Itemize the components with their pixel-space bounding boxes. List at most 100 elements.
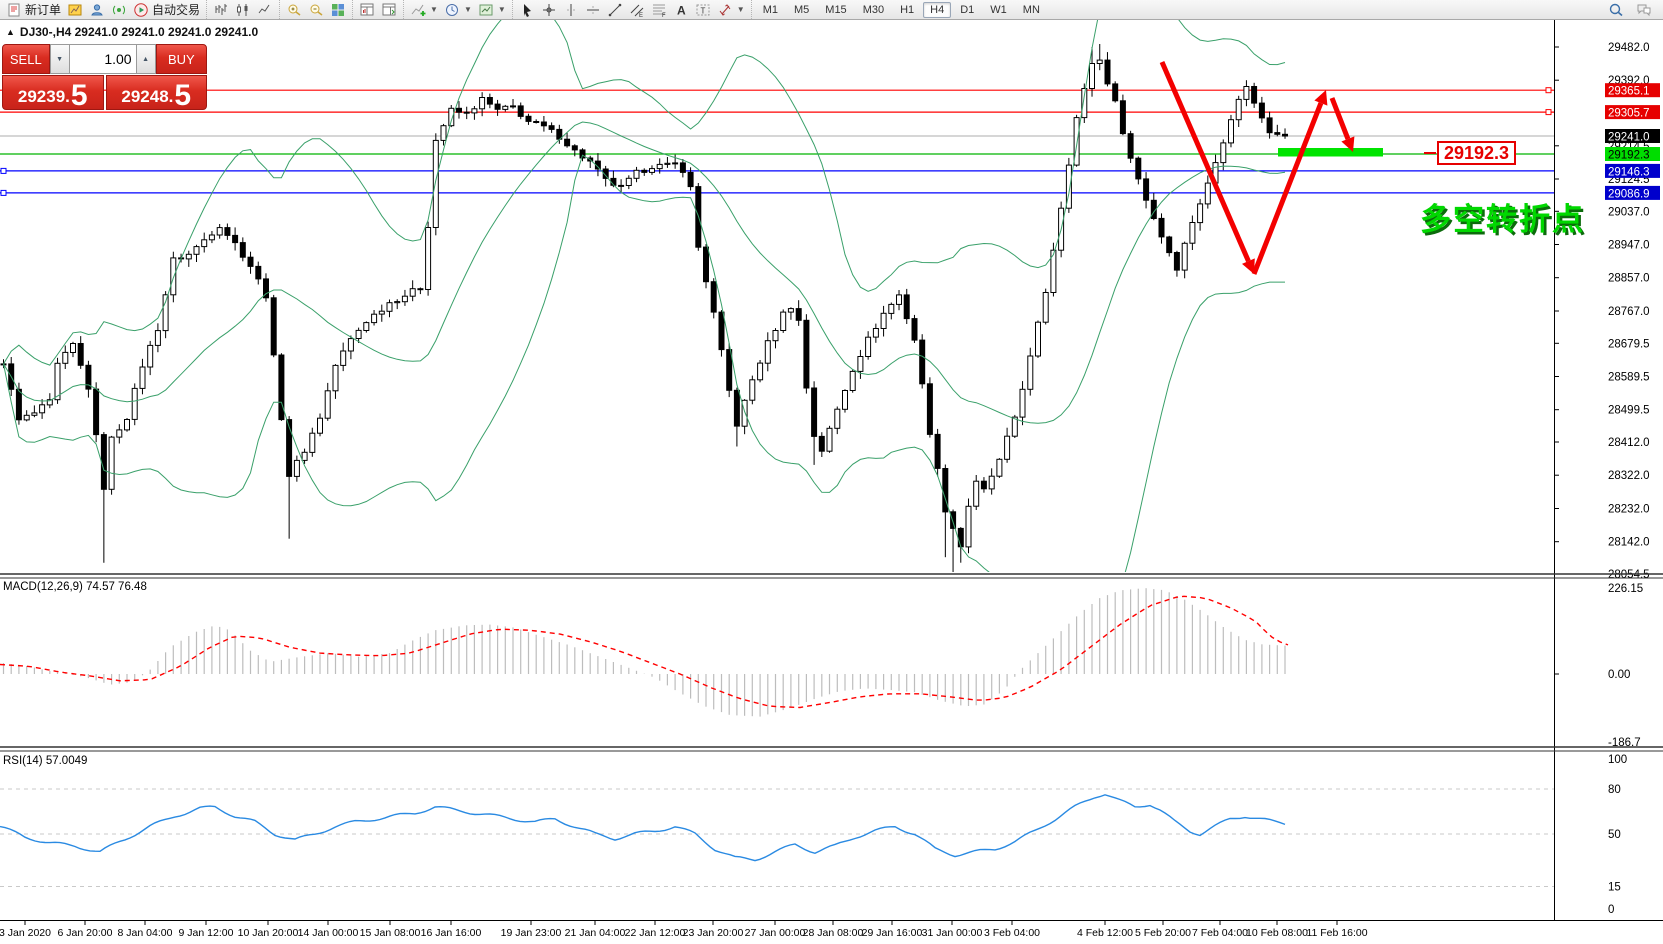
vline-icon: [566, 3, 575, 16]
svg-text:28232.0: 28232.0: [1608, 504, 1650, 516]
text-button[interactable]: A: [670, 1, 692, 19]
svg-text:0: 0: [1608, 904, 1614, 916]
bars-chart-button[interactable]: [210, 1, 232, 19]
timeframe-m5-button[interactable]: M5: [794, 3, 810, 16]
price-level-label[interactable]: 29192.3: [1437, 141, 1517, 165]
svg-text:29482.0: 29482.0: [1608, 42, 1650, 54]
timeframe-m1-button[interactable]: M1: [762, 3, 778, 16]
svg-text:10 Feb 08:00: 10 Feb 08:00: [1246, 927, 1308, 939]
svg-text:29 Jan 16:00: 29 Jan 16:00: [862, 927, 923, 939]
svg-text:E: E: [639, 13, 643, 18]
vertical-line-button[interactable]: [560, 1, 582, 19]
market-watch-button[interactable]: [86, 1, 108, 19]
svg-text:4 Feb 12:00: 4 Feb 12:00: [1077, 927, 1133, 939]
svg-text:0.00: 0.00: [1608, 669, 1630, 681]
signal-icon: [113, 5, 125, 14]
svg-text:T: T: [700, 6, 705, 15]
volume-decrease-button[interactable]: ▼: [49, 44, 70, 74]
chevron-down-icon: ▼: [463, 5, 472, 14]
volume-increase-button[interactable]: ▲: [135, 44, 156, 74]
volume-input[interactable]: [69, 44, 136, 74]
timeframe-h1-button[interactable]: H1: [900, 3, 915, 16]
channel-button[interactable]: E: [626, 1, 648, 19]
arrows-button[interactable]: ▼: [714, 1, 748, 19]
hline-icon: [586, 5, 599, 14]
signals-button[interactable]: [108, 1, 130, 19]
svg-text:226.15: 226.15: [1608, 583, 1643, 595]
arrows-icon: [719, 3, 731, 16]
svg-text:3 Jan 2020: 3 Jan 2020: [0, 927, 51, 939]
sell-button[interactable]: SELL: [2, 44, 50, 74]
doc-icon: [8, 3, 20, 16]
svg-text:29086.9: 29086.9: [1608, 188, 1650, 200]
svg-text:31 Jan 00:00: 31 Jan 00:00: [922, 927, 983, 939]
svg-text:29146.3: 29146.3: [1608, 166, 1650, 178]
candles-icon: [237, 3, 248, 16]
chevron-up-icon[interactable]: ▲: [6, 27, 15, 37]
autotrading-button[interactable]: 自动交易: [130, 0, 203, 19]
horizontal-line-button[interactable]: [582, 1, 604, 19]
templates-button[interactable]: ▼: [475, 1, 509, 19]
svg-text:6 Jan 20:00: 6 Jan 20:00: [58, 927, 113, 939]
svg-text:16 Jan 16:00: 16 Jan 16:00: [421, 927, 482, 939]
svg-text:8 Jan 04:00: 8 Jan 04:00: [118, 927, 173, 939]
svg-text:28 Jan 08:00: 28 Jan 08:00: [803, 927, 864, 939]
turning-point-annotation[interactable]: 多空转折点: [1420, 202, 1585, 237]
timeframe-w1-button[interactable]: W1: [990, 3, 1007, 16]
svg-text:5 Feb 20:00: 5 Feb 20:00: [1135, 927, 1191, 939]
sell-price-button[interactable]: 29239. 5: [2, 75, 104, 112]
buy-price-button[interactable]: 29248. 5: [105, 75, 207, 112]
crosshair-button[interactable]: [538, 1, 560, 19]
labelT-icon: T: [696, 4, 710, 15]
zoomout-icon: [310, 4, 323, 16]
timeframe-h4-button[interactable]: H4: [923, 1, 952, 18]
candlestick-chart-button[interactable]: [232, 1, 254, 19]
zoomin-icon: [288, 4, 301, 16]
svg-text:15 Jan 08:00: 15 Jan 08:00: [360, 927, 421, 939]
svg-text:28767.0: 28767.0: [1608, 306, 1650, 318]
sell-price-main: 29239: [17, 87, 66, 106]
search-button[interactable]: [1605, 1, 1627, 19]
svg-text:28679.5: 28679.5: [1608, 338, 1650, 350]
cascade-windows-button[interactable]: [378, 1, 400, 19]
cursor-button[interactable]: [516, 1, 538, 19]
svg-text:28499.5: 28499.5: [1608, 405, 1650, 417]
win1-icon: [360, 3, 374, 15]
svg-text:29241.0: 29241.0: [1608, 132, 1650, 144]
fibo-icon: F: [652, 4, 666, 18]
svg-text:MACD(12,26,9) 74.57 76.48: MACD(12,26,9) 74.57 76.48: [3, 581, 147, 593]
timeframe-mn-button[interactable]: MN: [1022, 3, 1040, 16]
svg-text:27 Jan 00:00: 27 Jan 00:00: [745, 927, 806, 939]
zoom-in-button[interactable]: [283, 1, 305, 19]
svg-text:29192.3: 29192.3: [1608, 150, 1650, 162]
buy-button[interactable]: BUY: [155, 44, 207, 74]
svg-text:80: 80: [1608, 784, 1621, 796]
arrange-windows-button[interactable]: [356, 1, 378, 19]
win2-icon: [382, 3, 396, 15]
svg-text:100: 100: [1608, 754, 1627, 766]
timeframe-m15-button[interactable]: M15: [825, 3, 847, 16]
chevron-down-icon: ▼: [497, 5, 506, 14]
timeframe-d1-button[interactable]: D1: [960, 3, 975, 16]
timeframe-m30-button[interactable]: M30: [862, 3, 885, 16]
charts-button[interactable]: [64, 1, 86, 19]
fibonacci-button[interactable]: F: [648, 1, 670, 19]
text-label-button[interactable]: T: [692, 1, 714, 19]
tile-windows-button[interactable]: [327, 1, 349, 19]
chart-icon: [68, 4, 82, 15]
line-chart-button[interactable]: [254, 1, 276, 19]
zoom-out-button[interactable]: [305, 1, 327, 19]
svg-text:28412.0: 28412.0: [1608, 437, 1650, 449]
buy-price-big-digit: 5: [174, 79, 192, 112]
indicators-button[interactable]: ▼: [407, 1, 441, 19]
sell-price-big-digit: 5: [70, 79, 88, 112]
svg-text:28322.0: 28322.0: [1608, 470, 1650, 482]
periods-button[interactable]: ▼: [441, 1, 475, 19]
symbol-header: ▲ DJ30-,H4 29241.0 29241.0 29241.0 29241…: [6, 25, 258, 39]
chat-button[interactable]: [1633, 1, 1655, 19]
trendline-button[interactable]: [604, 1, 626, 19]
new-order-button[interactable]: 新订单: [3, 0, 64, 19]
linechart-icon: [258, 4, 270, 13]
